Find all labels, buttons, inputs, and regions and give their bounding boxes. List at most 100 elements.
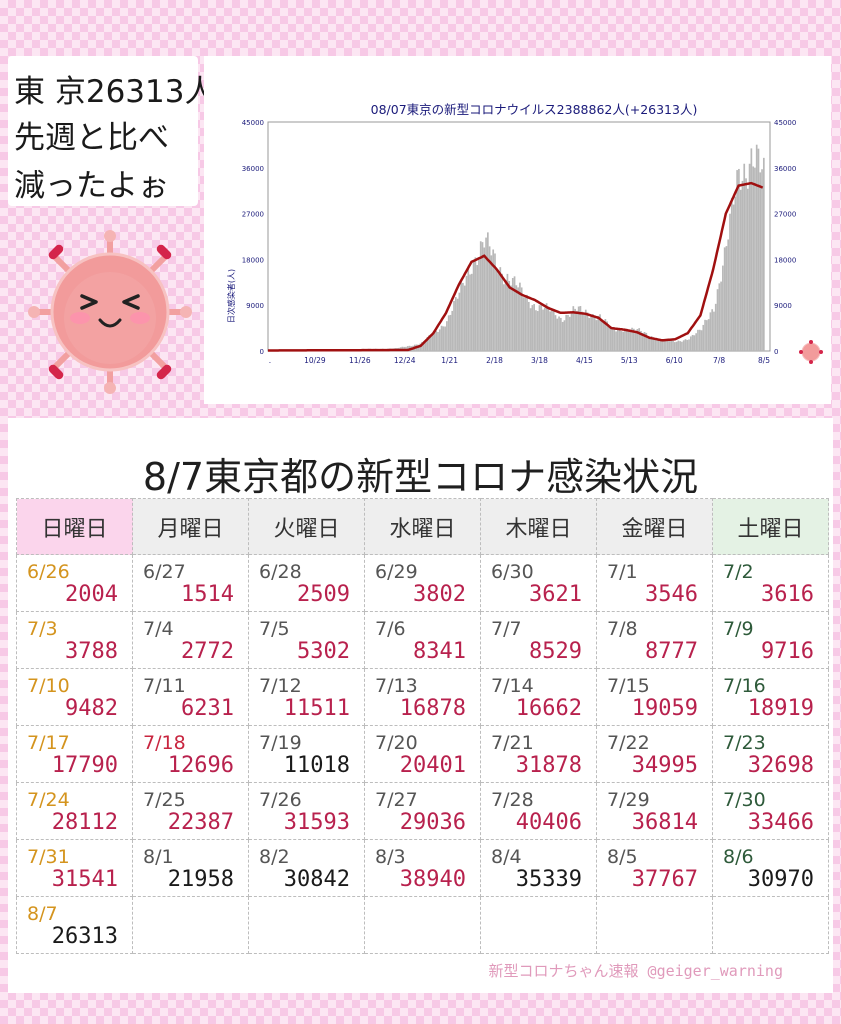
daily-bar xyxy=(527,301,530,351)
day-cell: 8/1 21958 xyxy=(132,839,249,897)
daily-bar xyxy=(519,282,521,351)
daily-bar xyxy=(670,340,673,351)
daily-bar xyxy=(693,335,696,351)
cell-date: 7/2 xyxy=(723,561,754,583)
daily-bar xyxy=(531,305,534,351)
daily-bar xyxy=(725,246,728,351)
day-cell: 8/3 38940 xyxy=(364,839,481,897)
day-cell: 7/2 3616 xyxy=(712,554,829,612)
daily-bar xyxy=(472,260,475,351)
cell-date: 6/26 xyxy=(27,561,70,583)
cell-count: 36814 xyxy=(631,810,698,835)
daily-bar xyxy=(730,197,733,351)
speech-line-2: 先週と比べ xyxy=(14,120,169,156)
daily-bar xyxy=(720,281,722,351)
daily-bar xyxy=(675,341,678,351)
weekday-header: 金曜日 xyxy=(596,498,713,555)
daily-bar xyxy=(707,319,710,351)
day-cell: 7/28 40406 xyxy=(480,782,597,840)
daily-bar xyxy=(535,310,537,351)
daily-bar xyxy=(406,346,409,351)
chart-title: 08/07東京の新型コロナウイルス2388862人(+26313人) xyxy=(371,102,698,117)
daily-bar xyxy=(608,326,610,351)
cell-date: 7/24 xyxy=(27,789,70,811)
y-tick-label: 27000 xyxy=(242,211,264,219)
daily-bar xyxy=(451,310,454,351)
daily-bar xyxy=(424,340,427,351)
daily-bar xyxy=(656,339,658,351)
daily-bar xyxy=(684,339,687,351)
cell-count: 31541 xyxy=(51,867,118,892)
daily-bar xyxy=(497,273,500,351)
daily-bar xyxy=(485,237,487,351)
day-cell: 8/2 30842 xyxy=(248,839,365,897)
daily-bar xyxy=(761,169,763,351)
cell-count: 9482 xyxy=(65,696,118,721)
daily-bar xyxy=(442,326,445,351)
daily-bar xyxy=(540,305,543,351)
day-cell xyxy=(596,896,713,954)
daily-bar xyxy=(438,329,441,351)
daily-bar xyxy=(510,285,512,351)
day-cell: 7/23 32698 xyxy=(712,725,829,783)
daily-bar xyxy=(558,316,560,351)
daily-bar xyxy=(476,265,479,351)
daily-bar xyxy=(488,246,491,351)
day-cell: 8/4 35339 xyxy=(480,839,597,897)
y-tick-label: 45000 xyxy=(242,119,264,127)
day-cell: 7/11 6231 xyxy=(132,668,249,726)
daily-bar xyxy=(428,335,430,351)
daily-bar xyxy=(759,172,762,351)
daily-bar xyxy=(624,328,626,351)
day-cell: 6/27 1514 xyxy=(132,554,249,612)
cell-count: 30842 xyxy=(283,867,350,892)
cell-date: 7/28 xyxy=(491,789,534,811)
cell-date: 7/3 xyxy=(27,618,58,640)
daily-bar xyxy=(654,339,657,351)
daily-bar xyxy=(620,331,623,351)
daily-bar xyxy=(453,300,455,351)
cell-count: 1514 xyxy=(181,582,234,607)
cell-date: 7/30 xyxy=(723,789,766,811)
day-cell xyxy=(480,896,597,954)
day-cell: 7/26 31593 xyxy=(248,782,365,840)
cell-date: 7/8 xyxy=(607,618,638,640)
speech-bubble: 東 京26313人 先週と比べ 減ったよぉ xyxy=(8,56,215,206)
daily-bar xyxy=(554,315,557,351)
day-cell: 7/9 9716 xyxy=(712,611,829,669)
cell-count: 8777 xyxy=(645,639,698,664)
cell-count: 34995 xyxy=(631,753,698,778)
cell-date: 8/3 xyxy=(375,846,406,868)
cell-count: 19059 xyxy=(631,696,698,721)
daily-bar xyxy=(592,313,594,351)
y-tick-label: 27000 xyxy=(774,211,796,219)
day-cell: 6/30 3621 xyxy=(480,554,597,612)
daily-bar xyxy=(506,273,509,351)
virus-mascot-icon xyxy=(28,230,192,394)
cell-date: 8/5 xyxy=(607,846,638,868)
daily-bar xyxy=(590,316,592,351)
cell-date: 7/20 xyxy=(375,732,418,754)
cell-count: 38940 xyxy=(399,867,466,892)
daily-bar xyxy=(467,268,470,351)
cell-date: 6/28 xyxy=(259,561,302,583)
daily-bar xyxy=(533,304,535,351)
cell-count: 2004 xyxy=(65,582,118,607)
daily-bar xyxy=(586,312,589,351)
cell-count: 3788 xyxy=(65,639,118,664)
daily-bar xyxy=(661,341,664,351)
day-cell: 7/10 9482 xyxy=(16,668,133,726)
daily-bar xyxy=(503,284,505,351)
x-tick-label: 10/29 xyxy=(304,356,326,365)
cell-count: 3802 xyxy=(413,582,466,607)
daily-bar xyxy=(454,297,457,351)
daily-bar xyxy=(711,309,714,351)
plot-frame xyxy=(267,121,771,352)
table-row: 7/17 17790 7/18 12696 7/19 11018 7/20 20401 7/21… xyxy=(16,725,829,783)
daily-bar xyxy=(508,280,511,351)
daily-bar xyxy=(435,330,438,351)
table-row: 6/26 2004 6/27 1514 6/28 2509 6/29 3802 6/30 3621… xyxy=(16,554,829,612)
weekday-header: 月曜日 xyxy=(132,498,249,555)
daily-bar xyxy=(686,339,689,351)
daily-bar xyxy=(561,321,564,351)
